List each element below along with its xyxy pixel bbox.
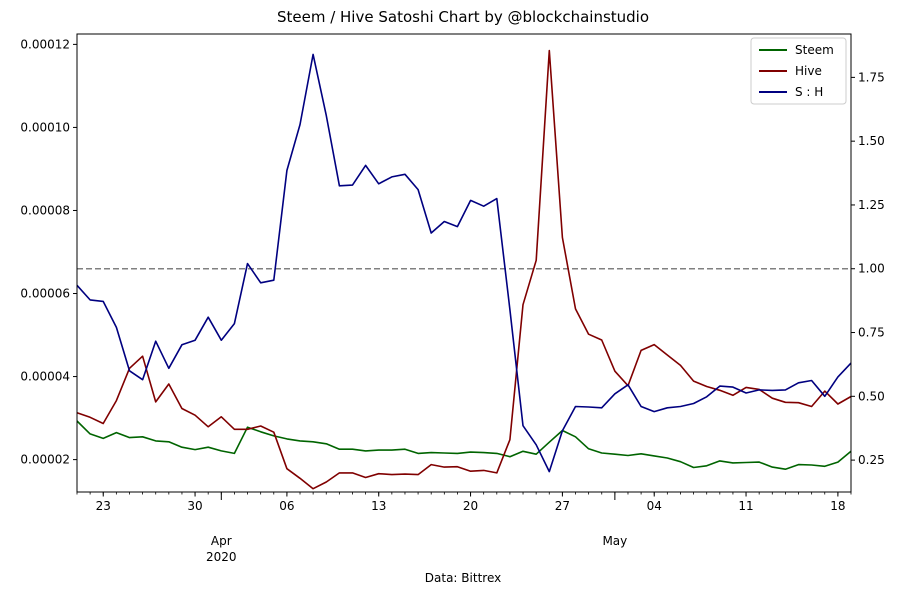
y-right-tick-label: 1.00 (858, 262, 885, 276)
x-month-label: Apr (211, 534, 232, 548)
x-tick-label: 04 (647, 499, 662, 513)
y-right-tick-label: 0.75 (858, 326, 885, 340)
series-line-2 (76, 53, 852, 473)
series-line-0 (76, 420, 852, 471)
x-year-label: 2020 (206, 550, 237, 564)
x-tick-label: 23 (96, 499, 111, 513)
x-tick-label: 30 (187, 499, 202, 513)
y-left-tick-label: 0.00004 (20, 370, 70, 384)
x-tick-label: 06 (279, 499, 294, 513)
y-right-tick-label: 0.50 (858, 389, 885, 403)
chart-title: Steem / Hive Satoshi Chart by @blockchai… (277, 8, 649, 26)
x-tick-label: 27 (555, 499, 570, 513)
series-line-1 (76, 49, 852, 490)
y-right-tick-label: 1.75 (858, 70, 885, 84)
legend-label-2: S : H (795, 85, 823, 99)
x-axis-label: Data: Bittrex (425, 571, 501, 585)
legend-label-1: Hive (795, 64, 822, 78)
y-left-tick-label: 0.00002 (20, 453, 70, 467)
y-left-tick-label: 0.00010 (20, 120, 70, 134)
y-right-tick-label: 1.25 (858, 198, 885, 212)
legend-box (750, 37, 847, 105)
x-month-label: May (602, 534, 627, 548)
x-tick-label: 20 (463, 499, 478, 513)
x-tick-label: 13 (371, 499, 386, 513)
plot-area: 0.00002 0.00004 0.00006 0.00008 0.00010 0.000… (20, 33, 885, 564)
y-right-tick-label: 0.25 (858, 453, 885, 467)
y-left-tick-label: 0.00012 (20, 37, 70, 51)
y-right-tick-label: 1.50 (858, 134, 885, 148)
x-tick-label: 18 (830, 499, 845, 513)
legend-label-0: Steem (795, 43, 834, 57)
x-tick-label: 11 (738, 499, 753, 513)
y-left-tick-label: 0.00008 (20, 203, 70, 217)
y-left-tick-label: 0.00006 (20, 287, 70, 301)
plot-frame (76, 33, 852, 493)
